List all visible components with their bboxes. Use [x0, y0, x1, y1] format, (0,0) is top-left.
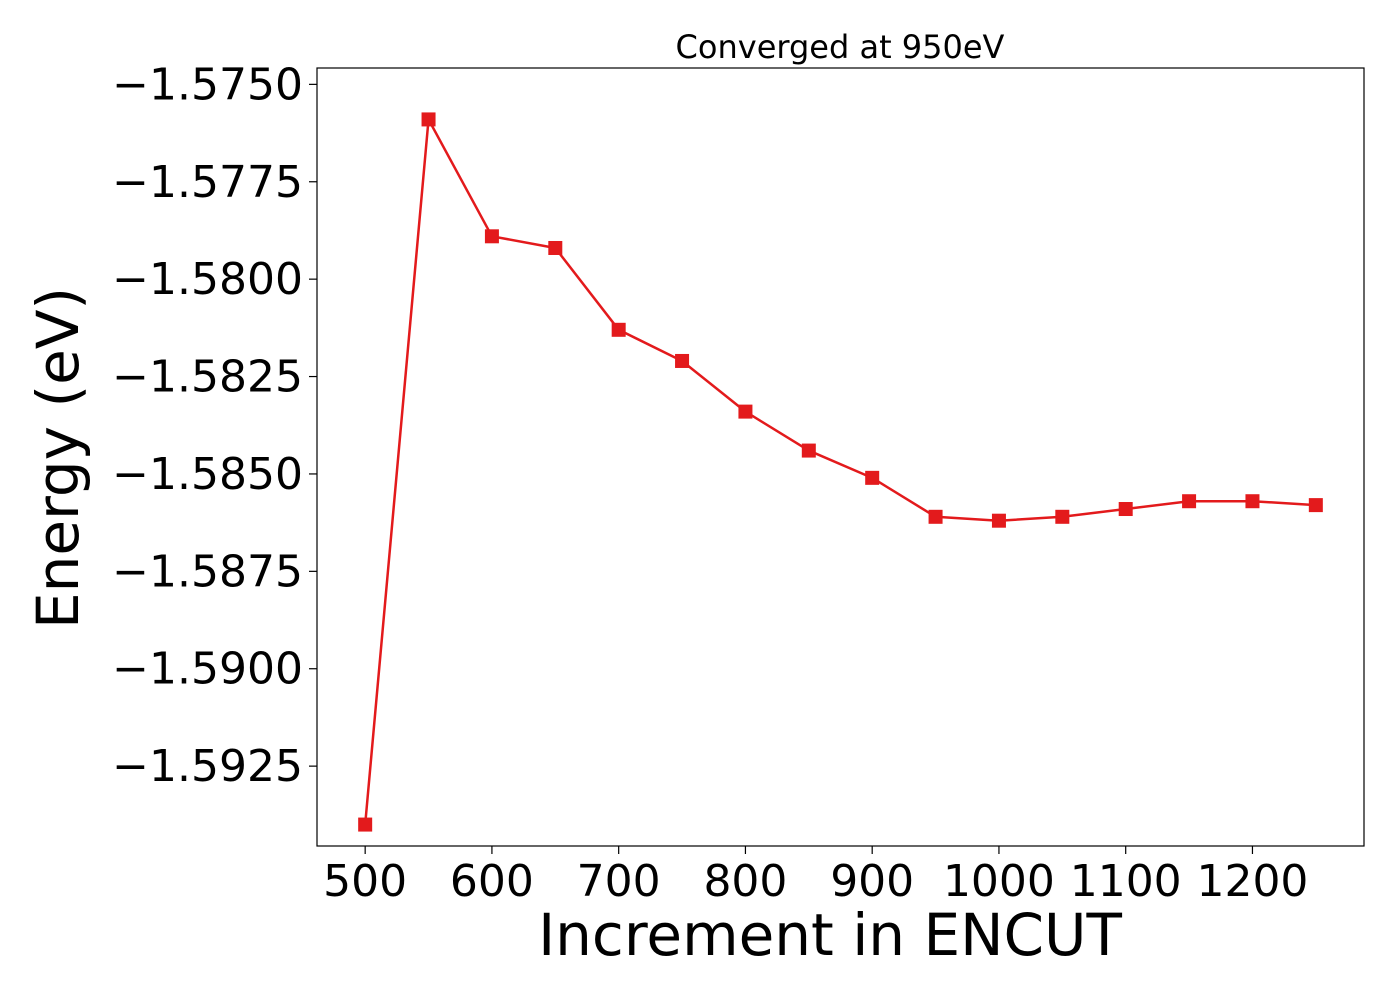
data-point-marker — [675, 353, 690, 368]
y-tick-label: −1.5750 — [112, 59, 303, 110]
y-tick-label: −1.5900 — [112, 644, 303, 695]
x-tick-label: 1100 — [1070, 856, 1182, 907]
y-tick-label: −1.5825 — [112, 352, 303, 403]
data-point-marker — [421, 112, 436, 127]
data-point-marker — [801, 443, 816, 458]
y-tick-label: −1.5875 — [112, 546, 303, 597]
y-tick-label: −1.5925 — [112, 741, 303, 792]
x-tick-label: 700 — [577, 856, 661, 907]
data-point-marker — [358, 817, 373, 832]
data-point-marker — [1118, 502, 1133, 517]
data-point-marker — [484, 229, 499, 244]
data-point-marker — [865, 470, 880, 485]
data-point-marker — [611, 322, 626, 337]
y-tick-label: −1.5850 — [112, 449, 303, 500]
x-tick-label: 1000 — [943, 856, 1055, 907]
x-tick-label: 500 — [323, 856, 407, 907]
data-point-marker — [738, 404, 753, 419]
y-axis-title: Energy (eV) — [24, 287, 92, 629]
x-tick-label: 800 — [703, 856, 787, 907]
data-point-marker — [1245, 494, 1260, 509]
x-axis-ticks: 500 600 700 800 900 1000 1100 1200 — [323, 846, 1308, 907]
data-point-marker — [1182, 494, 1197, 509]
series-layer — [358, 112, 1323, 832]
data-point-marker — [991, 513, 1006, 528]
series-line — [363, 118, 1316, 825]
data-point-marker — [1055, 509, 1070, 524]
x-tick-label: 1200 — [1196, 856, 1308, 907]
plot-area-frame — [316, 67, 1365, 847]
x-tick-label: 600 — [450, 856, 534, 907]
chart-title: Converged at 950eV — [676, 28, 1005, 66]
y-tick-label: −1.5775 — [112, 157, 303, 208]
x-tick-label: 900 — [830, 856, 914, 907]
x-axis-title: Increment in ENCUT — [538, 901, 1122, 969]
data-point-marker — [548, 240, 563, 255]
data-point-marker — [1308, 498, 1323, 513]
y-axis-ticks: −1.5750 −1.5775 −1.5800 −1.5825 −1.5850 −1.58… — [112, 59, 317, 792]
y-tick-label: −1.5800 — [112, 254, 303, 305]
data-point-marker — [928, 509, 943, 524]
